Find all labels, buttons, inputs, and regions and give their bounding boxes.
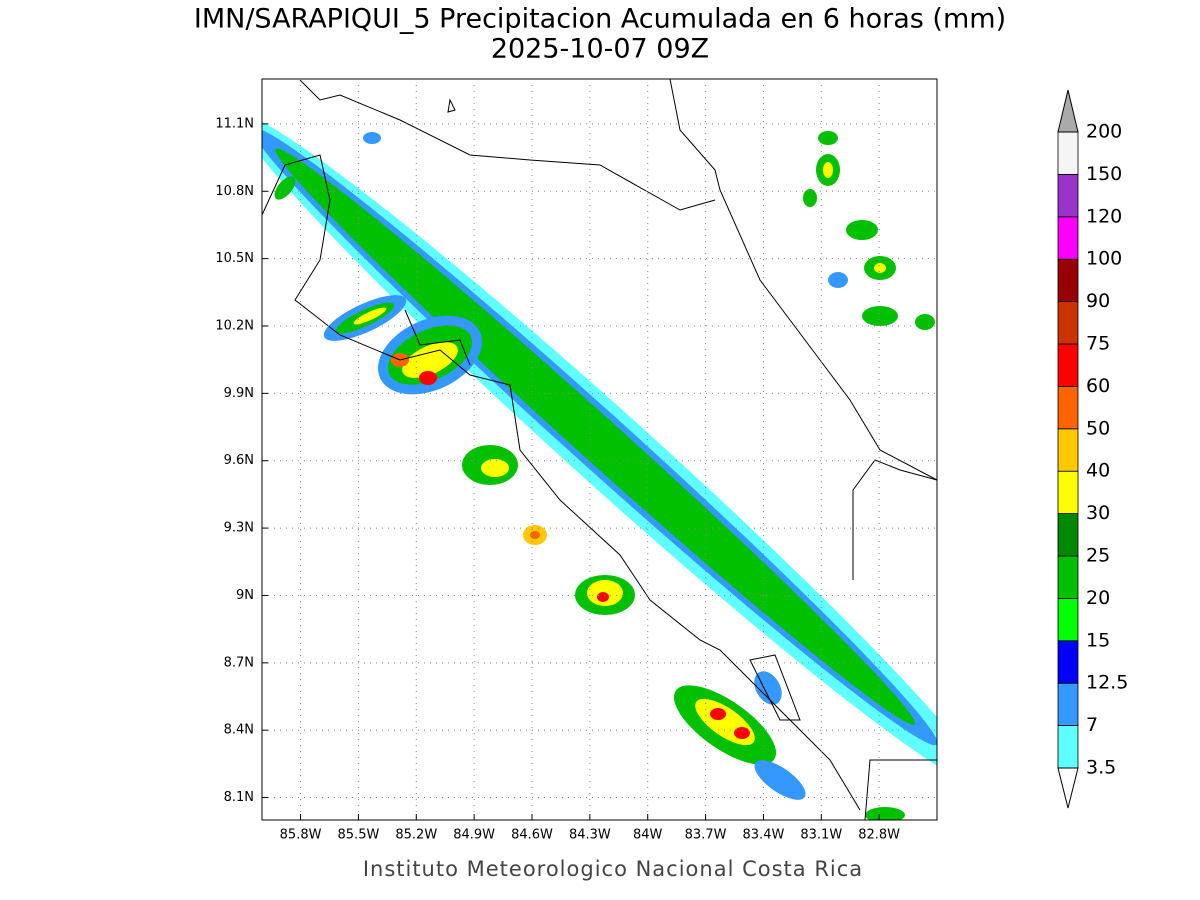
y-tick-label: 8.7N [224, 655, 254, 670]
colorbar-label: 7 [1086, 714, 1098, 736]
x-tick-label: 84.6W [511, 828, 553, 843]
colorbar-segment [1057, 513, 1079, 557]
colorbar-segment [1057, 725, 1079, 769]
colorbar-segment [1057, 343, 1079, 387]
colorbar-segment [1057, 640, 1079, 684]
y-tick-label: 10.8N [215, 184, 254, 199]
x-tick-label: 84.3W [569, 828, 611, 843]
x-tick-label: 83.1W [800, 828, 842, 843]
x-tick-label: 85.5W [338, 828, 380, 843]
colorbar-label: 200 [1086, 121, 1122, 143]
x-tick-label: 84W [633, 828, 663, 843]
colorbar-label: 100 [1086, 248, 1122, 270]
x-tick-label: 84.9W [453, 828, 495, 843]
y-tick-label: 10.2N [215, 319, 254, 334]
colorbar-segment [1057, 555, 1079, 599]
y-tick-label: 9.6N [224, 453, 254, 468]
colorbar-segment [1057, 682, 1079, 727]
colorbar-segment [1057, 470, 1079, 515]
colorbar-label: 20 [1086, 587, 1110, 609]
colorbar-segment [1057, 428, 1079, 472]
colorbar-label: 40 [1086, 460, 1110, 482]
colorbar-segment [1057, 173, 1079, 218]
precipitation-field [262, 114, 937, 820]
x-tick-label: 83.7W [685, 828, 727, 843]
map-frame [261, 78, 938, 821]
y-tick-label: 8.4N [224, 723, 254, 738]
colorbar-over [1057, 89, 1079, 133]
colorbar-label: 30 [1086, 502, 1110, 524]
colorbar-segment [1057, 385, 1079, 430]
y-tick-label: 9.9N [224, 386, 254, 401]
rain-band [262, 114, 937, 786]
colorbar-under [1057, 767, 1079, 809]
y-tick-label: 9.3N [224, 521, 254, 536]
x-tick-label: 85.2W [395, 828, 437, 843]
y-tick-label: 8.1N [224, 790, 254, 805]
footer: Instituto Meteorologico Nacional Costa R… [363, 857, 863, 881]
coastlines [262, 79, 937, 820]
title: IMN/SARAPIQUI_5 Precipitacion Acumulada … [194, 4, 1006, 35]
colorbar-label: 90 [1086, 290, 1110, 312]
colorbar-segment [1057, 301, 1079, 345]
colorbar-label: 15 [1086, 629, 1110, 651]
colorbar-label: 75 [1086, 333, 1110, 355]
colorbar-label: 12.5 [1086, 672, 1128, 694]
colorbar-label: 50 [1086, 417, 1110, 439]
y-tick-label: 9N [236, 588, 254, 603]
x-tick-label: 82.8W [858, 828, 900, 843]
y-tick-label: 10.5N [215, 251, 254, 266]
colorbar-label: 25 [1086, 545, 1110, 567]
colorbar-segment [1057, 131, 1079, 175]
colorbar-label: 120 [1086, 205, 1122, 227]
colorbar-segment [1057, 216, 1079, 260]
colorbar-segment [1057, 598, 1079, 642]
subtitle: 2025-10-07 09Z [491, 34, 709, 65]
colorbar-segment [1057, 258, 1079, 303]
y-tick-label: 11.1N [215, 116, 254, 131]
colorbar-label: 60 [1086, 375, 1110, 397]
rain-cell [274, 131, 935, 820]
colorbar-label: 150 [1086, 163, 1122, 185]
x-tick-label: 85.8W [280, 828, 322, 843]
x-tick-label: 83.4W [743, 828, 785, 843]
colorbar-label: 3.5 [1086, 757, 1116, 779]
